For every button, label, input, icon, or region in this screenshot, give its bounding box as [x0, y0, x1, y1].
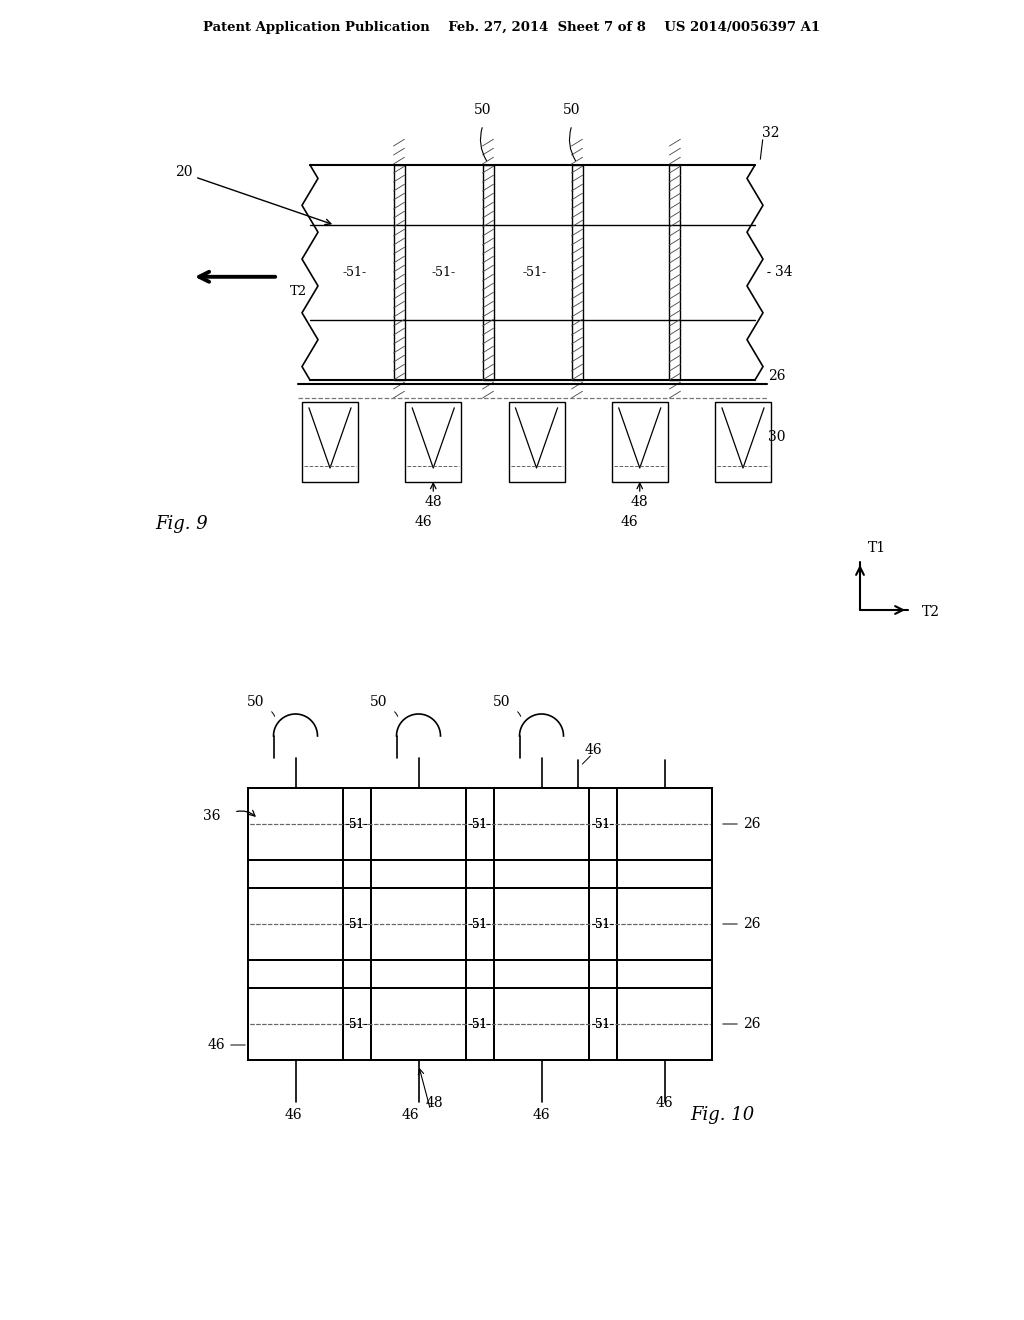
Bar [611, 403, 668, 482]
Bar [617, 888, 712, 960]
Text: 50: 50 [247, 696, 264, 709]
Bar [248, 788, 712, 861]
Text: 48: 48 [631, 495, 648, 510]
Text: -51-: -51- [345, 817, 369, 830]
Text: 50: 50 [493, 696, 510, 709]
Text: T2: T2 [922, 605, 940, 619]
Text: Patent Application Publication    Feb. 27, 2014  Sheet 7 of 8    US 2014/0056397: Patent Application Publication Feb. 27, … [204, 21, 820, 33]
Bar [494, 788, 589, 861]
Bar [248, 888, 712, 960]
Bar [715, 403, 771, 482]
Text: 32: 32 [762, 125, 779, 140]
Bar [509, 403, 564, 482]
Text: -51-: -51- [592, 917, 614, 931]
Bar [617, 788, 712, 1060]
Bar [494, 788, 589, 1060]
Text: 50: 50 [474, 103, 492, 117]
Text: -51-: -51- [469, 1018, 492, 1031]
Text: 46: 46 [655, 1096, 674, 1110]
Bar [371, 888, 466, 960]
Text: 30: 30 [768, 430, 785, 444]
Text: 26: 26 [743, 917, 761, 931]
Text: 46: 46 [285, 1107, 302, 1122]
Text: -51-: -51- [345, 917, 369, 931]
Bar [371, 788, 466, 1060]
Bar [617, 987, 712, 1060]
Text: -51-: -51- [469, 817, 492, 830]
Bar [248, 987, 712, 1060]
Text: T1: T1 [868, 541, 886, 554]
Bar [248, 788, 712, 861]
Bar [371, 788, 466, 1060]
Bar [371, 987, 466, 1060]
Bar [571, 165, 583, 380]
Text: 34: 34 [775, 265, 793, 280]
Text: -51-: -51- [342, 267, 367, 279]
Bar [248, 788, 343, 1060]
Text: -51-: -51- [592, 917, 614, 931]
Text: -51-: -51- [522, 267, 547, 279]
Text: Fig. 10: Fig. 10 [690, 1106, 755, 1125]
Bar [617, 788, 712, 1060]
Text: -51-: -51- [592, 817, 614, 830]
Text: -51-: -51- [345, 917, 369, 931]
Bar [393, 165, 404, 380]
Text: 50: 50 [370, 696, 387, 709]
Text: 46: 46 [207, 1038, 225, 1052]
Text: -51-: -51- [592, 1018, 614, 1031]
Bar [248, 987, 343, 1060]
Text: -51-: -51- [469, 917, 492, 931]
Text: -51-: -51- [592, 1018, 614, 1031]
Text: 26: 26 [768, 370, 785, 383]
Text: -51-: -51- [469, 1018, 492, 1031]
Bar [248, 987, 712, 1060]
Text: 36: 36 [203, 809, 220, 822]
Bar [494, 987, 589, 1060]
Text: 48: 48 [424, 495, 442, 510]
Text: -51-: -51- [469, 817, 492, 830]
Bar [494, 788, 589, 1060]
Text: -51-: -51- [592, 817, 614, 830]
Bar [406, 403, 461, 482]
Bar [482, 165, 494, 380]
Text: 26: 26 [743, 817, 761, 832]
Text: -51-: -51- [469, 917, 492, 931]
Bar [248, 788, 343, 1060]
Bar [617, 788, 712, 861]
Bar [248, 788, 343, 861]
Text: Fig. 9: Fig. 9 [155, 515, 208, 533]
Text: 48: 48 [426, 1096, 443, 1110]
Bar [248, 888, 343, 960]
Text: -51-: -51- [431, 267, 456, 279]
Text: 26: 26 [743, 1016, 761, 1031]
Text: 46: 46 [532, 1107, 550, 1122]
Text: 46: 46 [585, 743, 602, 756]
Text: -51-: -51- [345, 1018, 369, 1031]
Bar [371, 788, 466, 861]
Text: 20: 20 [175, 165, 193, 180]
Text: -51-: -51- [345, 817, 369, 830]
Text: 46: 46 [415, 515, 432, 529]
Text: 50: 50 [563, 103, 581, 117]
Text: 46: 46 [401, 1107, 419, 1122]
Text: -51-: -51- [345, 1018, 369, 1031]
Bar [494, 888, 589, 960]
Text: T2: T2 [290, 285, 307, 298]
Bar [248, 888, 712, 960]
Text: 46: 46 [621, 515, 639, 529]
Bar [302, 403, 358, 482]
Bar [670, 165, 680, 380]
